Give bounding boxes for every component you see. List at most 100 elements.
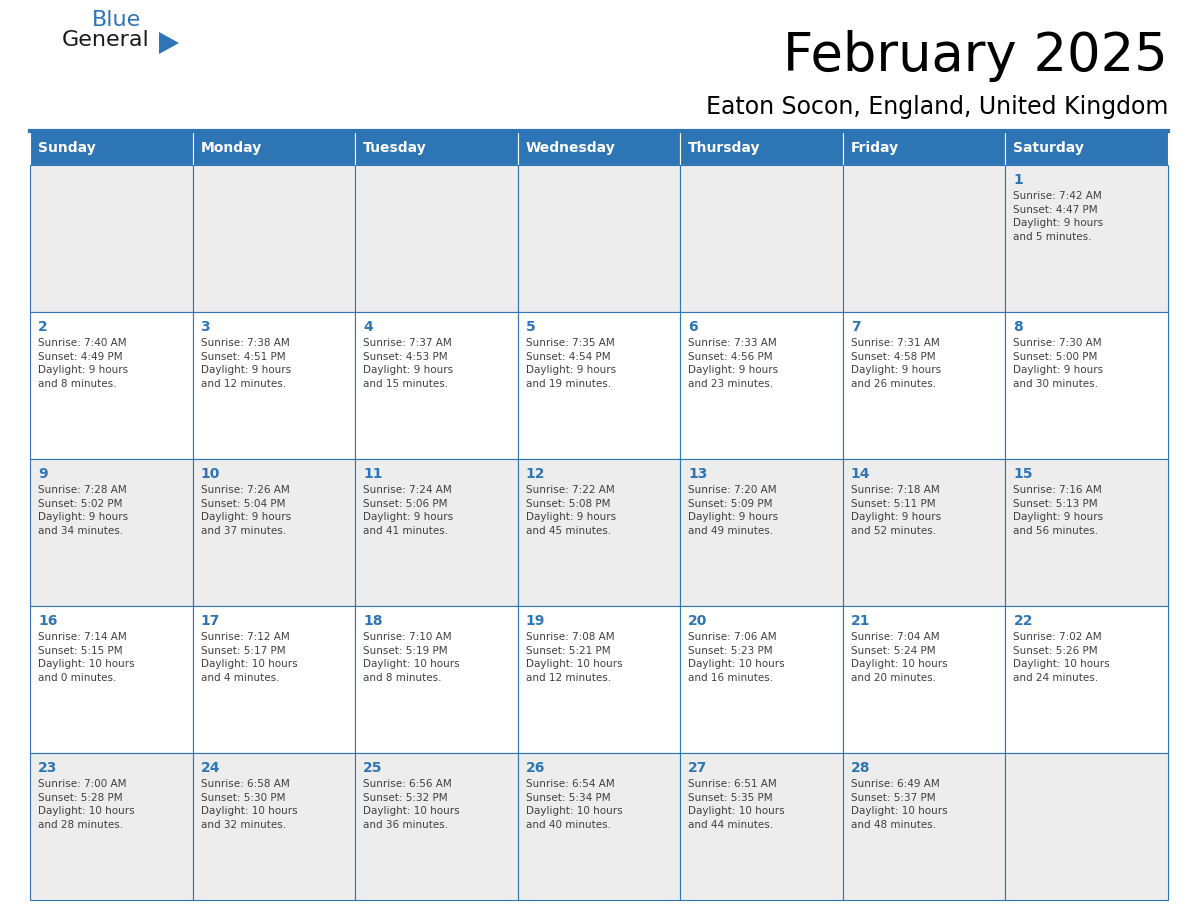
Text: Sunrise: 7:35 AM
Sunset: 4:54 PM
Daylight: 9 hours
and 19 minutes.: Sunrise: 7:35 AM Sunset: 4:54 PM Dayligh… xyxy=(526,338,615,389)
Bar xyxy=(192,131,355,165)
Text: Sunrise: 6:49 AM
Sunset: 5:37 PM
Daylight: 10 hours
and 48 minutes.: Sunrise: 6:49 AM Sunset: 5:37 PM Dayligh… xyxy=(851,779,948,830)
Text: 5: 5 xyxy=(526,320,536,334)
Text: Sunrise: 7:30 AM
Sunset: 5:00 PM
Daylight: 9 hours
and 30 minutes.: Sunrise: 7:30 AM Sunset: 5:00 PM Dayligh… xyxy=(1013,338,1104,389)
Text: Sunrise: 7:18 AM
Sunset: 5:11 PM
Daylight: 9 hours
and 52 minutes.: Sunrise: 7:18 AM Sunset: 5:11 PM Dayligh… xyxy=(851,485,941,536)
Text: 6: 6 xyxy=(688,320,697,334)
Bar xyxy=(842,312,1005,459)
Text: 17: 17 xyxy=(201,614,220,628)
Text: 9: 9 xyxy=(38,467,48,481)
Text: Wednesday: Wednesday xyxy=(526,141,615,155)
Text: 15: 15 xyxy=(1013,467,1032,481)
Text: Sunrise: 6:51 AM
Sunset: 5:35 PM
Daylight: 10 hours
and 44 minutes.: Sunrise: 6:51 AM Sunset: 5:35 PM Dayligh… xyxy=(688,779,785,830)
Bar xyxy=(518,753,681,900)
Text: Friday: Friday xyxy=(851,141,899,155)
Text: General: General xyxy=(62,30,150,50)
Bar xyxy=(842,753,1005,900)
Text: 25: 25 xyxy=(364,761,383,775)
Text: 2: 2 xyxy=(38,320,48,334)
Text: 13: 13 xyxy=(688,467,708,481)
Text: 12: 12 xyxy=(526,467,545,481)
Text: Sunrise: 6:58 AM
Sunset: 5:30 PM
Daylight: 10 hours
and 32 minutes.: Sunrise: 6:58 AM Sunset: 5:30 PM Dayligh… xyxy=(201,779,297,830)
Bar xyxy=(681,606,842,753)
Text: Eaton Socon, England, United Kingdom: Eaton Socon, England, United Kingdom xyxy=(706,95,1168,119)
Bar xyxy=(1005,753,1168,900)
Text: 19: 19 xyxy=(526,614,545,628)
Bar xyxy=(518,312,681,459)
Text: Monday: Monday xyxy=(201,141,261,155)
Text: Sunrise: 7:06 AM
Sunset: 5:23 PM
Daylight: 10 hours
and 16 minutes.: Sunrise: 7:06 AM Sunset: 5:23 PM Dayligh… xyxy=(688,632,785,683)
Bar xyxy=(842,606,1005,753)
Bar xyxy=(518,131,681,165)
Text: Sunrise: 7:22 AM
Sunset: 5:08 PM
Daylight: 9 hours
and 45 minutes.: Sunrise: 7:22 AM Sunset: 5:08 PM Dayligh… xyxy=(526,485,615,536)
Text: 24: 24 xyxy=(201,761,220,775)
Text: 22: 22 xyxy=(1013,614,1032,628)
Text: 7: 7 xyxy=(851,320,860,334)
Text: Sunrise: 7:38 AM
Sunset: 4:51 PM
Daylight: 9 hours
and 12 minutes.: Sunrise: 7:38 AM Sunset: 4:51 PM Dayligh… xyxy=(201,338,291,389)
Text: Sunrise: 7:33 AM
Sunset: 4:56 PM
Daylight: 9 hours
and 23 minutes.: Sunrise: 7:33 AM Sunset: 4:56 PM Dayligh… xyxy=(688,338,778,389)
Bar xyxy=(518,459,681,606)
Text: Sunrise: 7:26 AM
Sunset: 5:04 PM
Daylight: 9 hours
and 37 minutes.: Sunrise: 7:26 AM Sunset: 5:04 PM Dayligh… xyxy=(201,485,291,536)
Bar xyxy=(355,131,518,165)
Text: Sunday: Sunday xyxy=(38,141,96,155)
Bar xyxy=(681,753,842,900)
Text: Sunrise: 7:10 AM
Sunset: 5:19 PM
Daylight: 10 hours
and 8 minutes.: Sunrise: 7:10 AM Sunset: 5:19 PM Dayligh… xyxy=(364,632,460,683)
Text: Thursday: Thursday xyxy=(688,141,760,155)
Bar xyxy=(192,753,355,900)
Text: 14: 14 xyxy=(851,467,871,481)
Text: 3: 3 xyxy=(201,320,210,334)
Text: 16: 16 xyxy=(38,614,57,628)
Bar xyxy=(842,131,1005,165)
Text: Sunrise: 6:54 AM
Sunset: 5:34 PM
Daylight: 10 hours
and 40 minutes.: Sunrise: 6:54 AM Sunset: 5:34 PM Dayligh… xyxy=(526,779,623,830)
Text: Sunrise: 7:24 AM
Sunset: 5:06 PM
Daylight: 9 hours
and 41 minutes.: Sunrise: 7:24 AM Sunset: 5:06 PM Dayligh… xyxy=(364,485,454,536)
Text: 10: 10 xyxy=(201,467,220,481)
Text: Saturday: Saturday xyxy=(1013,141,1085,155)
Bar xyxy=(518,165,681,312)
Text: 23: 23 xyxy=(38,761,57,775)
Text: 8: 8 xyxy=(1013,320,1023,334)
Text: Sunrise: 7:14 AM
Sunset: 5:15 PM
Daylight: 10 hours
and 0 minutes.: Sunrise: 7:14 AM Sunset: 5:15 PM Dayligh… xyxy=(38,632,134,683)
Bar xyxy=(30,312,192,459)
Bar xyxy=(192,165,355,312)
Text: 4: 4 xyxy=(364,320,373,334)
Bar xyxy=(842,459,1005,606)
Bar xyxy=(1005,165,1168,312)
Text: Sunrise: 6:56 AM
Sunset: 5:32 PM
Daylight: 10 hours
and 36 minutes.: Sunrise: 6:56 AM Sunset: 5:32 PM Dayligh… xyxy=(364,779,460,830)
Text: Sunrise: 7:08 AM
Sunset: 5:21 PM
Daylight: 10 hours
and 12 minutes.: Sunrise: 7:08 AM Sunset: 5:21 PM Dayligh… xyxy=(526,632,623,683)
Bar xyxy=(518,606,681,753)
Bar xyxy=(681,165,842,312)
Bar xyxy=(30,131,192,165)
Text: 18: 18 xyxy=(364,614,383,628)
Bar xyxy=(192,606,355,753)
Bar xyxy=(192,312,355,459)
Text: Sunrise: 7:04 AM
Sunset: 5:24 PM
Daylight: 10 hours
and 20 minutes.: Sunrise: 7:04 AM Sunset: 5:24 PM Dayligh… xyxy=(851,632,948,683)
Bar xyxy=(355,165,518,312)
Text: 1: 1 xyxy=(1013,173,1023,187)
Polygon shape xyxy=(159,32,179,54)
Text: 26: 26 xyxy=(526,761,545,775)
Bar xyxy=(355,753,518,900)
Text: 27: 27 xyxy=(688,761,708,775)
Bar xyxy=(192,459,355,606)
Text: Sunrise: 7:42 AM
Sunset: 4:47 PM
Daylight: 9 hours
and 5 minutes.: Sunrise: 7:42 AM Sunset: 4:47 PM Dayligh… xyxy=(1013,191,1104,241)
Text: Sunrise: 7:40 AM
Sunset: 4:49 PM
Daylight: 9 hours
and 8 minutes.: Sunrise: 7:40 AM Sunset: 4:49 PM Dayligh… xyxy=(38,338,128,389)
Text: 21: 21 xyxy=(851,614,871,628)
Bar xyxy=(1005,312,1168,459)
Bar xyxy=(30,459,192,606)
Text: February 2025: February 2025 xyxy=(783,30,1168,82)
Text: Tuesday: Tuesday xyxy=(364,141,426,155)
Text: Blue: Blue xyxy=(91,10,141,30)
Bar xyxy=(355,312,518,459)
Text: Sunrise: 7:37 AM
Sunset: 4:53 PM
Daylight: 9 hours
and 15 minutes.: Sunrise: 7:37 AM Sunset: 4:53 PM Dayligh… xyxy=(364,338,454,389)
Text: Sunrise: 7:28 AM
Sunset: 5:02 PM
Daylight: 9 hours
and 34 minutes.: Sunrise: 7:28 AM Sunset: 5:02 PM Dayligh… xyxy=(38,485,128,536)
Bar xyxy=(30,753,192,900)
Text: Sunrise: 7:02 AM
Sunset: 5:26 PM
Daylight: 10 hours
and 24 minutes.: Sunrise: 7:02 AM Sunset: 5:26 PM Dayligh… xyxy=(1013,632,1110,683)
Text: Sunrise: 7:16 AM
Sunset: 5:13 PM
Daylight: 9 hours
and 56 minutes.: Sunrise: 7:16 AM Sunset: 5:13 PM Dayligh… xyxy=(1013,485,1104,536)
Text: Sunrise: 7:31 AM
Sunset: 4:58 PM
Daylight: 9 hours
and 26 minutes.: Sunrise: 7:31 AM Sunset: 4:58 PM Dayligh… xyxy=(851,338,941,389)
Bar xyxy=(30,165,192,312)
Bar xyxy=(681,312,842,459)
Bar xyxy=(355,459,518,606)
Bar xyxy=(842,165,1005,312)
Bar xyxy=(30,606,192,753)
Bar xyxy=(681,459,842,606)
Text: 11: 11 xyxy=(364,467,383,481)
